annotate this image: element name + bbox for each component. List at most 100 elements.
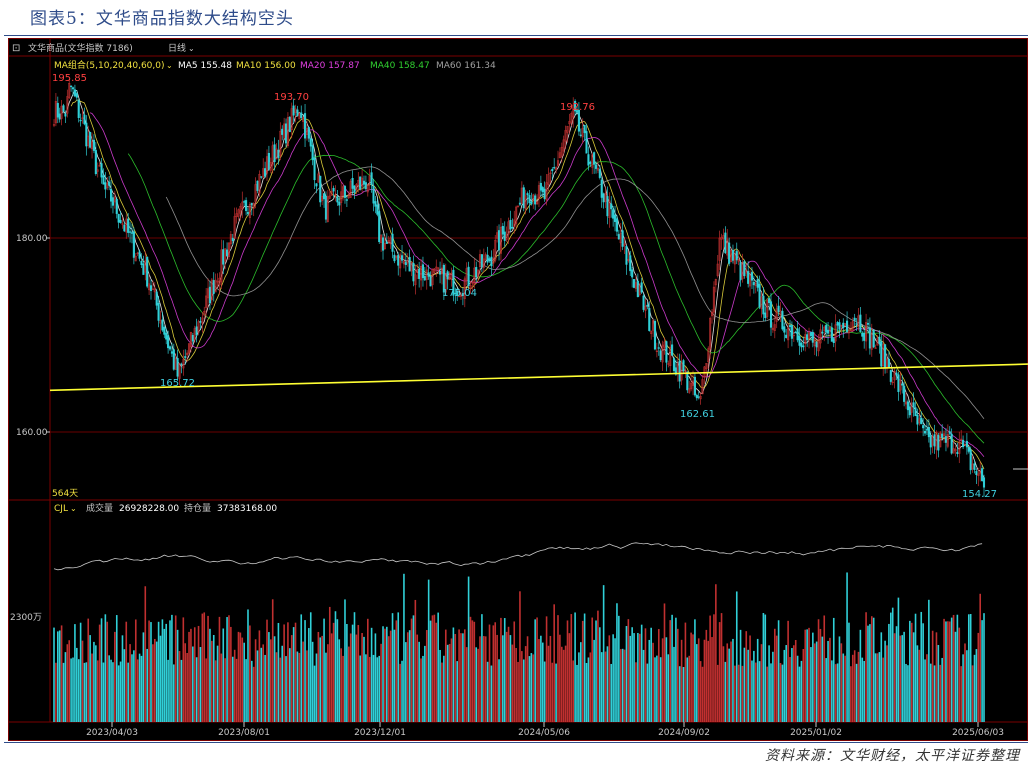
candle-body	[446, 271, 449, 280]
candle-body	[454, 292, 457, 295]
volume-bar	[328, 606, 331, 722]
volume-bar	[874, 653, 877, 722]
ma-legend-item: MA10 156.00	[236, 61, 296, 71]
candle-body	[71, 87, 75, 90]
volume-bar	[796, 655, 799, 722]
candle-body	[943, 433, 946, 437]
volume-bar	[212, 635, 215, 722]
volume-bar	[903, 631, 905, 722]
candle-body	[90, 141, 94, 150]
candle-body	[739, 262, 742, 281]
volume-bar	[869, 624, 871, 722]
volume-bar	[420, 658, 422, 722]
candle-body	[442, 264, 445, 293]
candle-body	[923, 430, 927, 434]
volume-bar	[95, 645, 97, 722]
volume-bar	[560, 646, 563, 722]
candle-body	[323, 193, 326, 200]
candle-body	[167, 335, 170, 349]
candle-body	[307, 127, 310, 139]
volume-bar	[332, 622, 335, 722]
candle-body	[581, 127, 584, 138]
chevron-down-icon[interactable]: ⌄	[166, 61, 173, 70]
candle-body	[625, 246, 628, 265]
candle-body	[201, 317, 204, 324]
candle-body	[661, 344, 664, 363]
volume-bar	[199, 647, 202, 722]
volume-indicator[interactable]: CJL	[54, 504, 68, 514]
window-menu-icon[interactable]: ⊡	[12, 43, 20, 54]
volume-bar	[77, 659, 80, 722]
volume-bar	[678, 666, 681, 722]
volume-bar	[435, 622, 438, 722]
volume-bar	[606, 646, 609, 722]
volume-bar	[454, 633, 457, 722]
volume-bar	[728, 648, 730, 722]
candle-body	[92, 139, 95, 151]
candle-body	[682, 360, 685, 372]
candle-body	[132, 231, 135, 258]
volume-bar	[340, 648, 342, 722]
volume-bar	[367, 618, 369, 722]
candle-body	[231, 237, 234, 241]
volume-bar	[543, 661, 546, 722]
volume-bar	[880, 632, 883, 722]
volume-bar	[922, 623, 924, 722]
price-annotation: 162.61	[680, 409, 715, 420]
volume-bar	[703, 639, 706, 722]
volume-bar	[66, 644, 69, 722]
volume-bar	[960, 666, 962, 722]
volume-bar	[368, 656, 371, 722]
volume-bar	[197, 625, 200, 722]
volume-bar	[458, 629, 460, 722]
candle-body	[189, 332, 192, 347]
candle-body	[115, 198, 118, 214]
volume-bar	[220, 653, 223, 722]
volume-bar	[264, 654, 266, 722]
volume-bar	[374, 633, 377, 722]
candle-body	[889, 370, 892, 382]
volume-bar	[228, 615, 230, 722]
volume-bar	[437, 612, 439, 722]
candle-body	[349, 181, 352, 198]
candle-body	[439, 270, 442, 275]
candle-body	[62, 105, 65, 112]
volume-bar	[347, 646, 350, 722]
candle-body	[842, 322, 845, 328]
volume-bar	[924, 659, 926, 722]
candle-body	[385, 241, 388, 244]
chevron-down-icon[interactable]: ⌄	[70, 504, 77, 513]
volume-bar	[410, 618, 413, 722]
candlestick-chart[interactable]: ⊡ 文华商品(文华指数 7186) 日线 ⌄ MA组合(5,10,20,40,6…	[8, 38, 1028, 741]
volume-bar	[87, 618, 90, 722]
volume-bar	[886, 645, 888, 722]
volume-bar	[473, 621, 476, 722]
chevron-down-icon[interactable]: ⌄	[188, 44, 195, 53]
volume-bar	[838, 636, 841, 722]
volume-bar	[285, 656, 287, 722]
volume-bar	[60, 625, 63, 722]
period-selector[interactable]: 日线	[168, 42, 186, 54]
volume-bar	[357, 624, 360, 722]
volume-bar	[608, 635, 611, 722]
volume-bar	[910, 622, 913, 722]
candle-body	[910, 402, 913, 413]
days-count: 564天	[52, 489, 78, 499]
volume-bar	[791, 648, 793, 722]
volume-bar	[813, 643, 816, 722]
x-tick-label: 2023/04/03	[86, 728, 138, 738]
volume-bar	[705, 629, 708, 722]
ma-group-label[interactable]: MA组合(5,10,20,40,60,0)	[54, 59, 165, 71]
candle-body	[125, 218, 128, 233]
candle-body	[594, 164, 598, 169]
volume-bar	[610, 663, 613, 722]
volume-bar	[214, 660, 217, 722]
candle-body	[876, 337, 879, 346]
candle-body	[906, 401, 909, 411]
volume-bar	[401, 660, 403, 722]
volume-bar	[532, 654, 535, 722]
candle-body	[199, 321, 202, 323]
candle-body	[511, 226, 514, 229]
candle-body	[283, 123, 286, 139]
volume-bar	[722, 646, 725, 722]
